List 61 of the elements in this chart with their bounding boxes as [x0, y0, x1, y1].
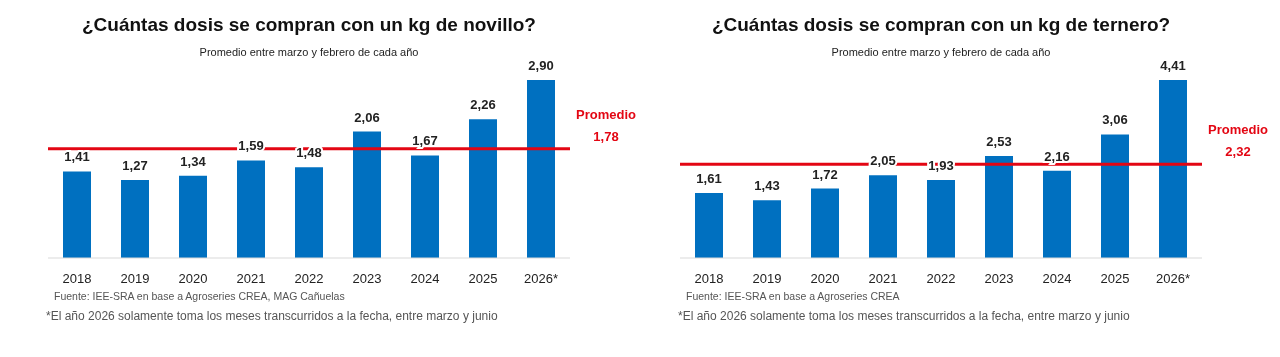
text: *El año 2026 solamente toma los meses transcurridos a la fecha, entre marzo y junio [678, 309, 1131, 323]
chart-title: ¿Cuántas dosis se compran con un kg de ternero? [710, 14, 1172, 36]
bar [1159, 80, 1187, 258]
x-tick-label: 2020 [178, 271, 208, 287]
x-tick-label: 2020 [810, 271, 840, 287]
data-label: 1,41 [64, 149, 90, 165]
bar [1101, 134, 1129, 258]
source-note: Fuente: IEE-SRA en base a Agroseries CREA, MAG Cañuelas [54, 290, 346, 302]
bar [753, 200, 781, 258]
data-label: 1,61 [696, 171, 722, 187]
data-label: 2,06 [354, 109, 380, 125]
ref-line-label: Promedio 2,32 [1208, 122, 1269, 160]
data-label: 4,41 [1160, 58, 1186, 73]
bar [695, 193, 723, 258]
chart-title: ¿Cuántas dosis se compran con un kg de novillo? [81, 14, 537, 36]
x-tick-label: 2021 [868, 271, 898, 287]
bar [237, 160, 265, 258]
data-label: 1,43 [754, 178, 780, 194]
data-label: 2,26 [470, 97, 496, 113]
x-tick-label: 2023 [352, 271, 382, 287]
bar [927, 180, 955, 258]
source-note: Fuente: IEE-SRA en base a Agroseries CREA [686, 290, 901, 302]
bar [985, 155, 1013, 258]
bar [469, 119, 497, 258]
data-label: 2,16 [1044, 148, 1070, 164]
chart-subtitle: Promedio entre marzo y febrero de cada año [198, 46, 420, 58]
x-tick-label: 2024 [1042, 271, 1072, 287]
bar [1043, 170, 1071, 258]
data-label: 1,27 [122, 158, 148, 174]
ref-line-label: Promedio 1,78 [576, 106, 637, 144]
data-label: 1,48 [296, 145, 322, 161]
x-tick-label: 2026* [524, 271, 558, 287]
x-tick-label: 2019 [752, 271, 782, 287]
x-tick-label: 2019 [120, 271, 150, 287]
x-tick-label: 2018 [694, 271, 724, 287]
x-tick-label: 2025 [468, 271, 498, 287]
bar [121, 180, 149, 258]
bar [353, 131, 381, 258]
data-label: 2,53 [986, 133, 1012, 149]
chart-subtitle: Promedio entre marzo y febrero de cada año [830, 46, 1052, 58]
bar [811, 188, 839, 258]
bar [63, 171, 91, 258]
data-label: 1,34 [180, 153, 207, 169]
bar [179, 175, 207, 258]
x-tick-label: 2023 [984, 271, 1014, 287]
x-tick-label: 2024 [410, 271, 440, 287]
bar [527, 80, 555, 258]
data-label: 3,06 [1102, 112, 1128, 128]
x-tick-label: 2018 [62, 271, 92, 287]
bar [411, 155, 439, 258]
x-tick-label: 2026* [1156, 271, 1190, 287]
x-tick-label: 2021 [236, 271, 266, 287]
bar [295, 167, 323, 258]
text: *El año 2026 solamente toma los meses transcurridos a la fecha, entre marzo y junio [46, 309, 499, 323]
bar [869, 175, 897, 258]
x-tick-label: 2022 [926, 271, 956, 287]
data-label: 1,72 [812, 166, 838, 182]
x-tick-label: 2025 [1100, 271, 1130, 287]
x-tick-label: 2022 [294, 271, 324, 287]
data-label: 1,67 [412, 133, 438, 149]
data-label: 2,90 [528, 58, 554, 73]
